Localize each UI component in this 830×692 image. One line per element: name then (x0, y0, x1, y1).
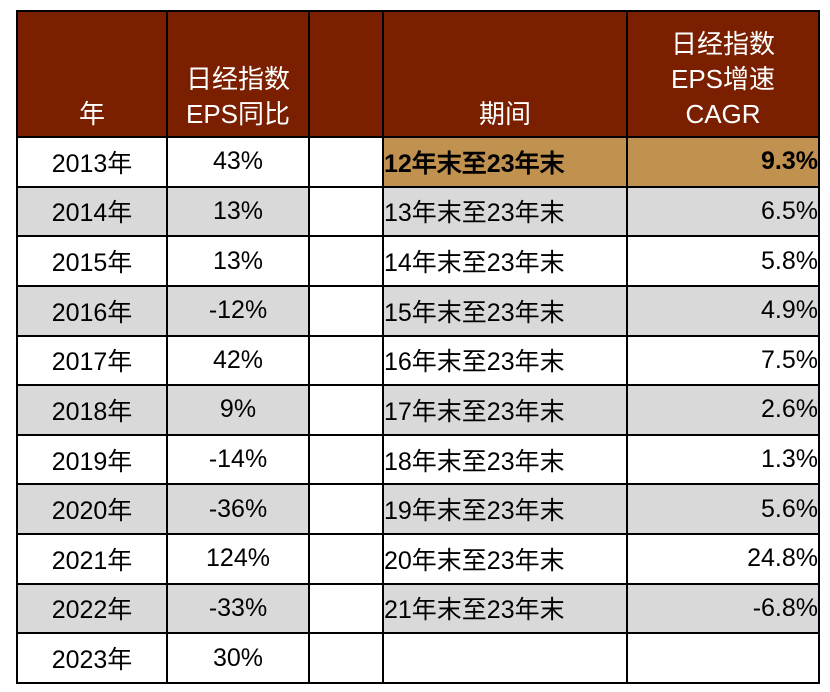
year-cell: 2021年 (16, 533, 168, 585)
yoy-header-line2: EPS同比 (185, 99, 291, 129)
table-row: 2017年 42% 16年末至23年末 7.5% (16, 334, 820, 387)
gap-cell (308, 235, 384, 287)
year-header-label: 年 (78, 99, 105, 129)
period-cell: 16年末至23年末 (382, 334, 628, 387)
gap-cell (308, 582, 384, 635)
year-header: 年 (16, 10, 168, 138)
year-cell: 2013年 (16, 136, 168, 188)
cagr-header-line1: 日经指数 (670, 29, 775, 59)
period-header: 期间 (382, 10, 628, 138)
gap-cell (308, 136, 384, 188)
table-row: 2013年 43% 12年末至23年末 9.3% (16, 136, 820, 188)
cagr-cell: -6.8% (626, 582, 820, 635)
year-cell: 2023年 (16, 632, 168, 684)
cagr-header: 日经指数 EPS增速 CAGR (626, 10, 820, 138)
eps-table: 年 日经指数 EPS同比 期间 日经指数 EPS增速 CAGR 2013年 43… (16, 10, 820, 684)
gap-cell (308, 533, 384, 585)
period-cell: 15年末至23年末 (382, 284, 628, 337)
table-row: 2022年 -33% 21年末至23年末 -6.8% (16, 582, 820, 635)
year-cell: 2016年 (16, 284, 168, 337)
cagr-cell: 5.6% (626, 483, 820, 535)
table-row: 2021年 124% 20年末至23年末 24.8% (16, 533, 820, 585)
yoy-cell: 13% (166, 235, 310, 287)
period-cell: 19年末至23年末 (382, 483, 628, 535)
year-cell: 2015年 (16, 235, 168, 287)
table-row: 2015年 13% 14年末至23年末 5.8% (16, 235, 820, 287)
cagr-header-line3: CAGR (685, 99, 761, 129)
yoy-cell: 9% (166, 384, 310, 436)
yoy-cell: 43% (166, 136, 310, 188)
period-cell-empty (382, 632, 628, 684)
yoy-cell: 30% (166, 632, 310, 684)
gap-cell (308, 334, 384, 387)
period-cell: 21年末至23年末 (382, 582, 628, 635)
period-cell-highlight: 12年末至23年末 (382, 136, 628, 188)
gap-cell (308, 384, 384, 436)
year-cell: 2017年 (16, 334, 168, 387)
period-cell: 17年末至23年末 (382, 384, 628, 436)
year-cell: 2018年 (16, 384, 168, 436)
gap-header (308, 10, 384, 138)
cagr-cell: 4.9% (626, 284, 820, 337)
gap-cell (308, 284, 384, 337)
table-row: 2016年 -12% 15年末至23年末 4.9% (16, 284, 820, 337)
yoy-cell: -33% (166, 582, 310, 635)
table-row: 2023年 30% (16, 632, 820, 684)
yoy-cell: -12% (166, 284, 310, 337)
yoy-cell: 42% (166, 334, 310, 387)
gap-cell (308, 433, 384, 486)
period-cell: 13年末至23年末 (382, 185, 628, 238)
header-row: 年 日经指数 EPS同比 期间 日经指数 EPS增速 CAGR (16, 10, 820, 138)
gap-cell (308, 632, 384, 684)
yoy-cell: -36% (166, 483, 310, 535)
period-header-label: 期间 (478, 99, 531, 129)
table-row: 2019年 -14% 18年末至23年末 1.3% (16, 433, 820, 486)
yoy-cell: 124% (166, 533, 310, 585)
cagr-cell: 24.8% (626, 533, 820, 585)
table-row: 2014年 13% 13年末至23年末 6.5% (16, 185, 820, 238)
gap-cell (308, 483, 384, 535)
cagr-cell-highlight: 9.3% (626, 136, 820, 188)
gap-cell (308, 185, 384, 238)
year-cell: 2014年 (16, 185, 168, 238)
yoy-header: 日经指数 EPS同比 (166, 10, 310, 138)
year-cell: 2019年 (16, 433, 168, 486)
cagr-cell: 2.6% (626, 384, 820, 436)
year-cell: 2022年 (16, 582, 168, 635)
table-row: 2018年 9% 17年末至23年末 2.6% (16, 384, 820, 436)
cagr-cell: 7.5% (626, 334, 820, 387)
period-cell: 18年末至23年末 (382, 433, 628, 486)
yoy-cell: 13% (166, 185, 310, 238)
yoy-cell: -14% (166, 433, 310, 486)
year-cell: 2020年 (16, 483, 168, 535)
period-cell: 14年末至23年末 (382, 235, 628, 287)
cagr-header-line2: EPS增速 (670, 64, 776, 94)
yoy-header-line1: 日经指数 (185, 64, 290, 94)
period-cell: 20年末至23年末 (382, 533, 628, 585)
cagr-cell: 1.3% (626, 433, 820, 486)
cagr-cell: 6.5% (626, 185, 820, 238)
table-row: 2020年 -36% 19年末至23年末 5.6% (16, 483, 820, 535)
cagr-cell-empty (626, 632, 820, 684)
cagr-cell: 5.8% (626, 235, 820, 287)
